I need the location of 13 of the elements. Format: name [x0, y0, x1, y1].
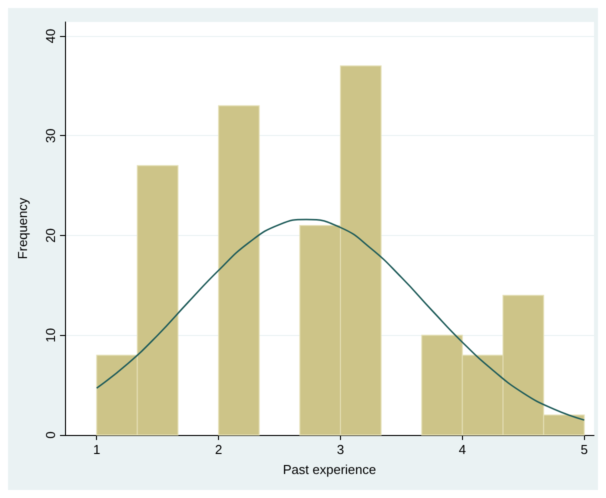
line-series	[96, 218, 585, 421]
x-tick-label: 5	[580, 442, 588, 457]
y-tick-label: 40	[43, 28, 58, 44]
x-tick-label: 1	[93, 442, 100, 457]
y-tick-label: 20	[43, 228, 58, 243]
y-tick-label: 30	[43, 128, 58, 143]
x-tick-label: 3	[336, 442, 344, 457]
x-axis-title: Past experience	[282, 462, 376, 477]
y-axis-title: Frequency	[15, 197, 30, 260]
y-tick-label: 10	[43, 328, 58, 342]
y-tick-label: 0	[43, 431, 58, 439]
x-tick-label: 2	[214, 442, 222, 457]
x-tick-label: 4	[458, 442, 466, 457]
